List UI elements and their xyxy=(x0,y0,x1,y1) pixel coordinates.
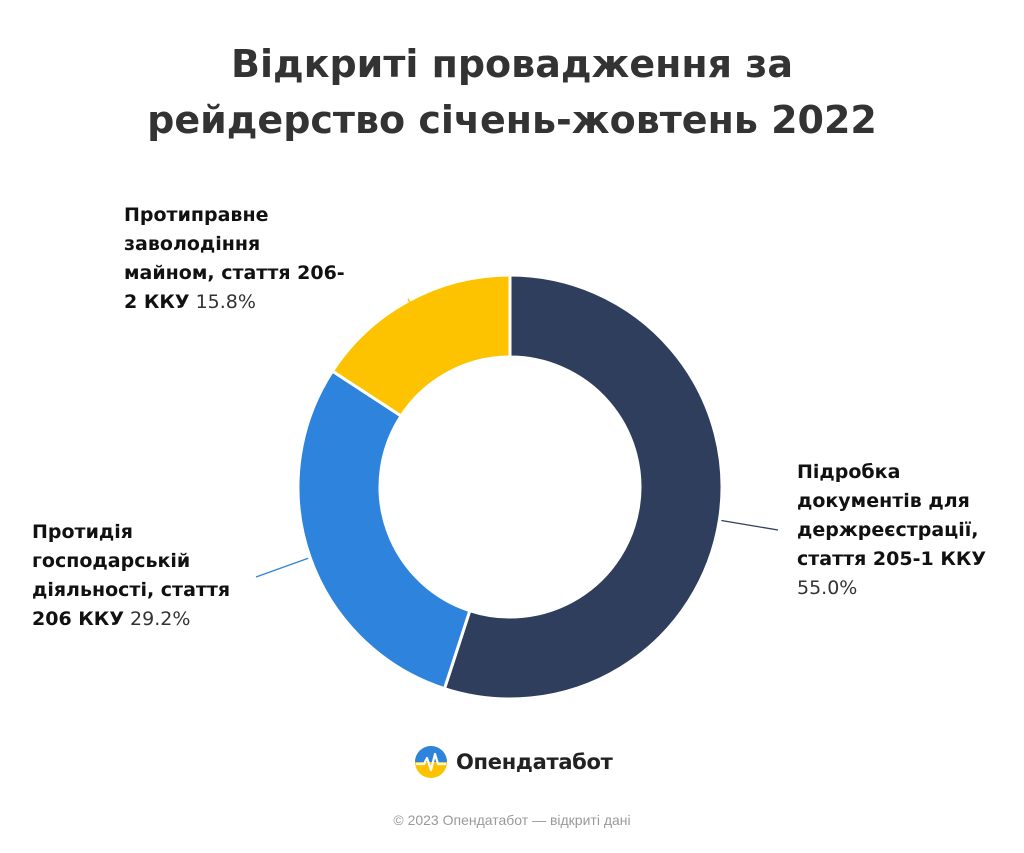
logo-text: Опендатабот xyxy=(456,750,613,774)
slice-label-1-line-2: документів для xyxy=(797,490,970,512)
slice-label-2: Протидія господарській діяльності, статт… xyxy=(32,518,230,634)
slice-label-1-line-1: Підробка xyxy=(797,461,901,483)
slice-label-3-line-3: майном, стаття 206- xyxy=(124,262,345,284)
leader-line-1 xyxy=(721,519,779,531)
donut-slice-3 xyxy=(330,273,512,418)
donut-slice-2 xyxy=(296,369,472,691)
leader-line-3 xyxy=(407,298,411,304)
slice-label-3-percent: 15.8% xyxy=(195,291,256,313)
slice-label-1-percent: 55.0% xyxy=(797,577,858,599)
leader-line-2 xyxy=(255,557,309,578)
slice-label-2-line-3: діяльності, стаття xyxy=(32,579,231,601)
slice-label-2-line-2: господарській xyxy=(32,550,191,572)
footer-copyright: © 2023 Опендатабот — відкриті дані xyxy=(393,812,631,828)
slice-label-3-line-1: Протиправне xyxy=(124,204,269,226)
slice-label-3-line-2: заволодіння xyxy=(124,233,261,255)
chart-title-line-1: Відкриті провадження за xyxy=(231,42,793,86)
slice-label-1-line-3: держреєстрації, xyxy=(797,519,979,541)
slice-label-1-line-4: стаття 205-1 ККУ xyxy=(797,548,987,570)
chart-title-line-2: рейдерство січень-жовтень 2022 xyxy=(147,98,877,142)
slice-label-3: Протиправне заволодіння майном, стаття 2… xyxy=(124,201,345,317)
slice-label-2-line-4: 206 ККУ xyxy=(32,608,124,630)
chart-title: Відкриті провадження за рейдерство січен… xyxy=(0,36,1024,148)
slice-label-3-line-4: 2 ККУ xyxy=(124,291,190,313)
slice-label-2-percent: 29.2% xyxy=(130,608,191,630)
opendatabot-logo: Опендатабот xyxy=(414,742,613,782)
slice-label-1: Підробка документів для держреєстрації, … xyxy=(797,458,986,603)
opendatabot-logo-icon xyxy=(415,746,447,778)
slice-label-2-line-1: Протидія xyxy=(32,521,133,543)
donut-slice-1 xyxy=(442,273,724,701)
